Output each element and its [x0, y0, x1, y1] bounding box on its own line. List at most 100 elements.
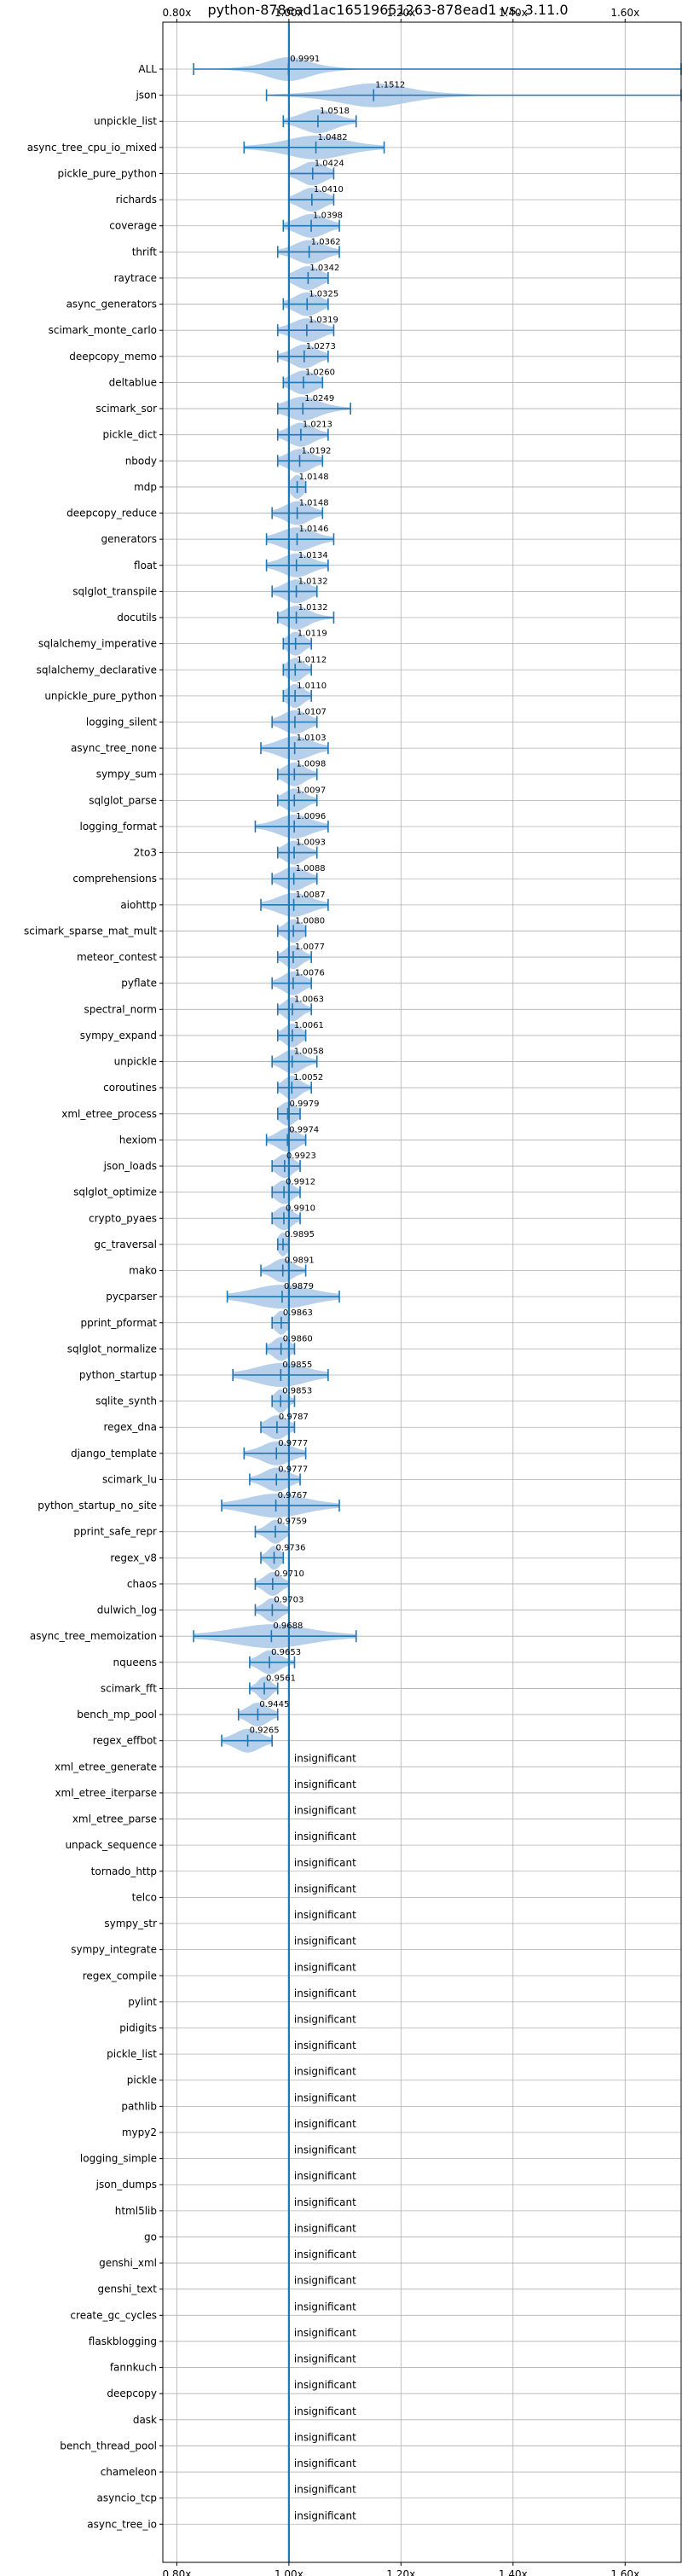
value-label: 1.0110	[297, 682, 327, 691]
value-label: 0.9653	[271, 1648, 301, 1657]
category-label: async_tree_memoization	[30, 1630, 157, 1642]
category-label: 2to3	[134, 847, 157, 859]
category-label: dask	[133, 2414, 157, 2426]
insignificant-label: insignificant	[294, 2431, 356, 2443]
insignificant-label: insignificant	[294, 2170, 356, 2182]
insignificant-label: insignificant	[294, 2248, 356, 2260]
category-label: pidigits	[119, 2022, 157, 2034]
x-tick-label-top: 1.40x	[499, 7, 528, 19]
category-label: xml_etree_parse	[72, 1813, 157, 1825]
value-label: 1.1512	[375, 81, 405, 90]
insignificant-label: insignificant	[294, 2457, 356, 2469]
category-label: unpickle_pure_python	[44, 690, 157, 702]
insignificant-label: insignificant	[294, 1909, 356, 1921]
category-label: html5lib	[115, 2205, 157, 2217]
value-label: 1.0148	[299, 499, 329, 508]
category-label: generators	[101, 533, 157, 545]
value-label: 1.0342	[309, 264, 339, 273]
insignificant-label: insignificant	[294, 2144, 356, 2156]
category-label: flaskblogging	[89, 2335, 157, 2347]
category-label: chaos	[127, 1578, 157, 1590]
value-label: 1.0052	[293, 1073, 323, 1082]
value-label: 1.0093	[296, 838, 326, 848]
category-label: asyncio_tcp	[96, 2492, 157, 2504]
insignificant-label: insignificant	[294, 2275, 356, 2287]
value-label: 1.0482	[318, 133, 348, 142]
insignificant-label: insignificant	[294, 1961, 356, 1973]
category-label: scimark_sparse_mat_mult	[24, 925, 157, 937]
value-label: 1.0063	[294, 995, 324, 1004]
value-label: 0.9703	[274, 1596, 303, 1605]
category-label: mdp	[134, 481, 157, 493]
category-label: deepcopy	[107, 2387, 157, 2399]
category-label: logging_silent	[86, 717, 157, 728]
category-label: coverage	[109, 220, 157, 232]
value-label: 1.0107	[297, 708, 327, 717]
value-label: 1.0410	[314, 185, 344, 194]
category-label: sqlglot_optimize	[73, 1186, 157, 1198]
category-label: coroutines	[103, 1082, 157, 1094]
value-label: 1.0077	[295, 943, 325, 952]
category-label: bench_mp_pool	[77, 1709, 157, 1720]
value-label: 1.0132	[298, 603, 328, 612]
category-label: regex_compile	[83, 1970, 157, 1981]
category-label: deepcopy_memo	[69, 351, 157, 363]
value-label: 1.0134	[298, 551, 328, 560]
value-label: 0.9863	[283, 1308, 313, 1318]
category-label: sympy_sum	[96, 769, 157, 780]
category-label: xml_etree_iterparse	[55, 1787, 157, 1799]
value-label: 1.0362	[311, 237, 341, 247]
x-tick-label-bottom: 1.20x	[386, 2568, 415, 2576]
category-label: ALL	[138, 63, 157, 75]
category-label: sqlalchemy_imperative	[38, 638, 157, 650]
value-label: 0.9736	[276, 1543, 306, 1552]
value-label: 1.0325	[309, 290, 338, 299]
value-label: 1.0424	[315, 159, 344, 168]
category-label: sqlglot_normalize	[67, 1343, 157, 1355]
grid-layer	[163, 22, 681, 2562]
value-label: 1.0080	[295, 916, 325, 925]
x-tick-label-top: 0.80x	[163, 7, 192, 19]
category-label: go	[144, 2231, 157, 2242]
category-label: richards	[116, 194, 157, 206]
insignificant-label: insignificant	[294, 2118, 356, 2130]
category-label: logging_simple	[80, 2153, 157, 2165]
value-label: 0.9923	[286, 1152, 316, 1161]
x-tick-label-bottom: 1.60x	[610, 2568, 639, 2576]
x-tick-label-top: 1.60x	[610, 7, 639, 19]
insignificant-label: insignificant	[294, 2066, 356, 2078]
category-label: django_template	[71, 1448, 157, 1459]
value-label: 1.0097	[296, 786, 326, 795]
value-label: 0.9879	[284, 1282, 314, 1291]
category-label: aiohttp	[120, 899, 157, 911]
category-label: scimark_sor	[95, 403, 157, 415]
insignificant-label: insignificant	[294, 2196, 356, 2208]
category-label: meteor_contest	[77, 951, 157, 963]
category-label: mypy2	[122, 2126, 157, 2138]
insignificant-label: insignificant	[294, 1883, 356, 1894]
category-label: sympy_str	[104, 1917, 157, 1929]
insignificant-label: insignificant	[294, 1987, 356, 1999]
value-label: 1.0518	[320, 107, 350, 116]
insignificant-label: insignificant	[294, 2379, 356, 2391]
category-label: spectral_norm	[84, 1003, 157, 1015]
value-label: 0.9445	[259, 1700, 289, 1709]
category-label: pycparser	[106, 1291, 157, 1303]
value-label: 0.9895	[285, 1230, 315, 1239]
category-label: chameleon	[101, 2466, 157, 2478]
value-label: 0.9912	[286, 1178, 315, 1187]
category-label: regex_v8	[110, 1552, 157, 1564]
insignificant-label: insignificant	[294, 1752, 356, 1764]
category-label: sqlite_synth	[95, 1395, 157, 1407]
value-label: 0.9759	[277, 1517, 307, 1527]
category-label: genshi_xml	[99, 2257, 157, 2269]
category-label: xml_etree_generate	[55, 1761, 157, 1772]
category-label: comprehensions	[72, 873, 157, 885]
category-label: crypto_pyaes	[89, 1212, 157, 1224]
axis-layer: 0.80x 0.80x 1.00x 1.00x 1.20x 1.20x 1.40x 1.40x…	[24, 7, 639, 2576]
x-tick-label-bottom: 1.40x	[499, 2568, 528, 2576]
value-label: 0.9974	[289, 1125, 319, 1134]
value-label: 0.9777	[278, 1465, 308, 1474]
category-label: regex_dna	[103, 1421, 157, 1433]
